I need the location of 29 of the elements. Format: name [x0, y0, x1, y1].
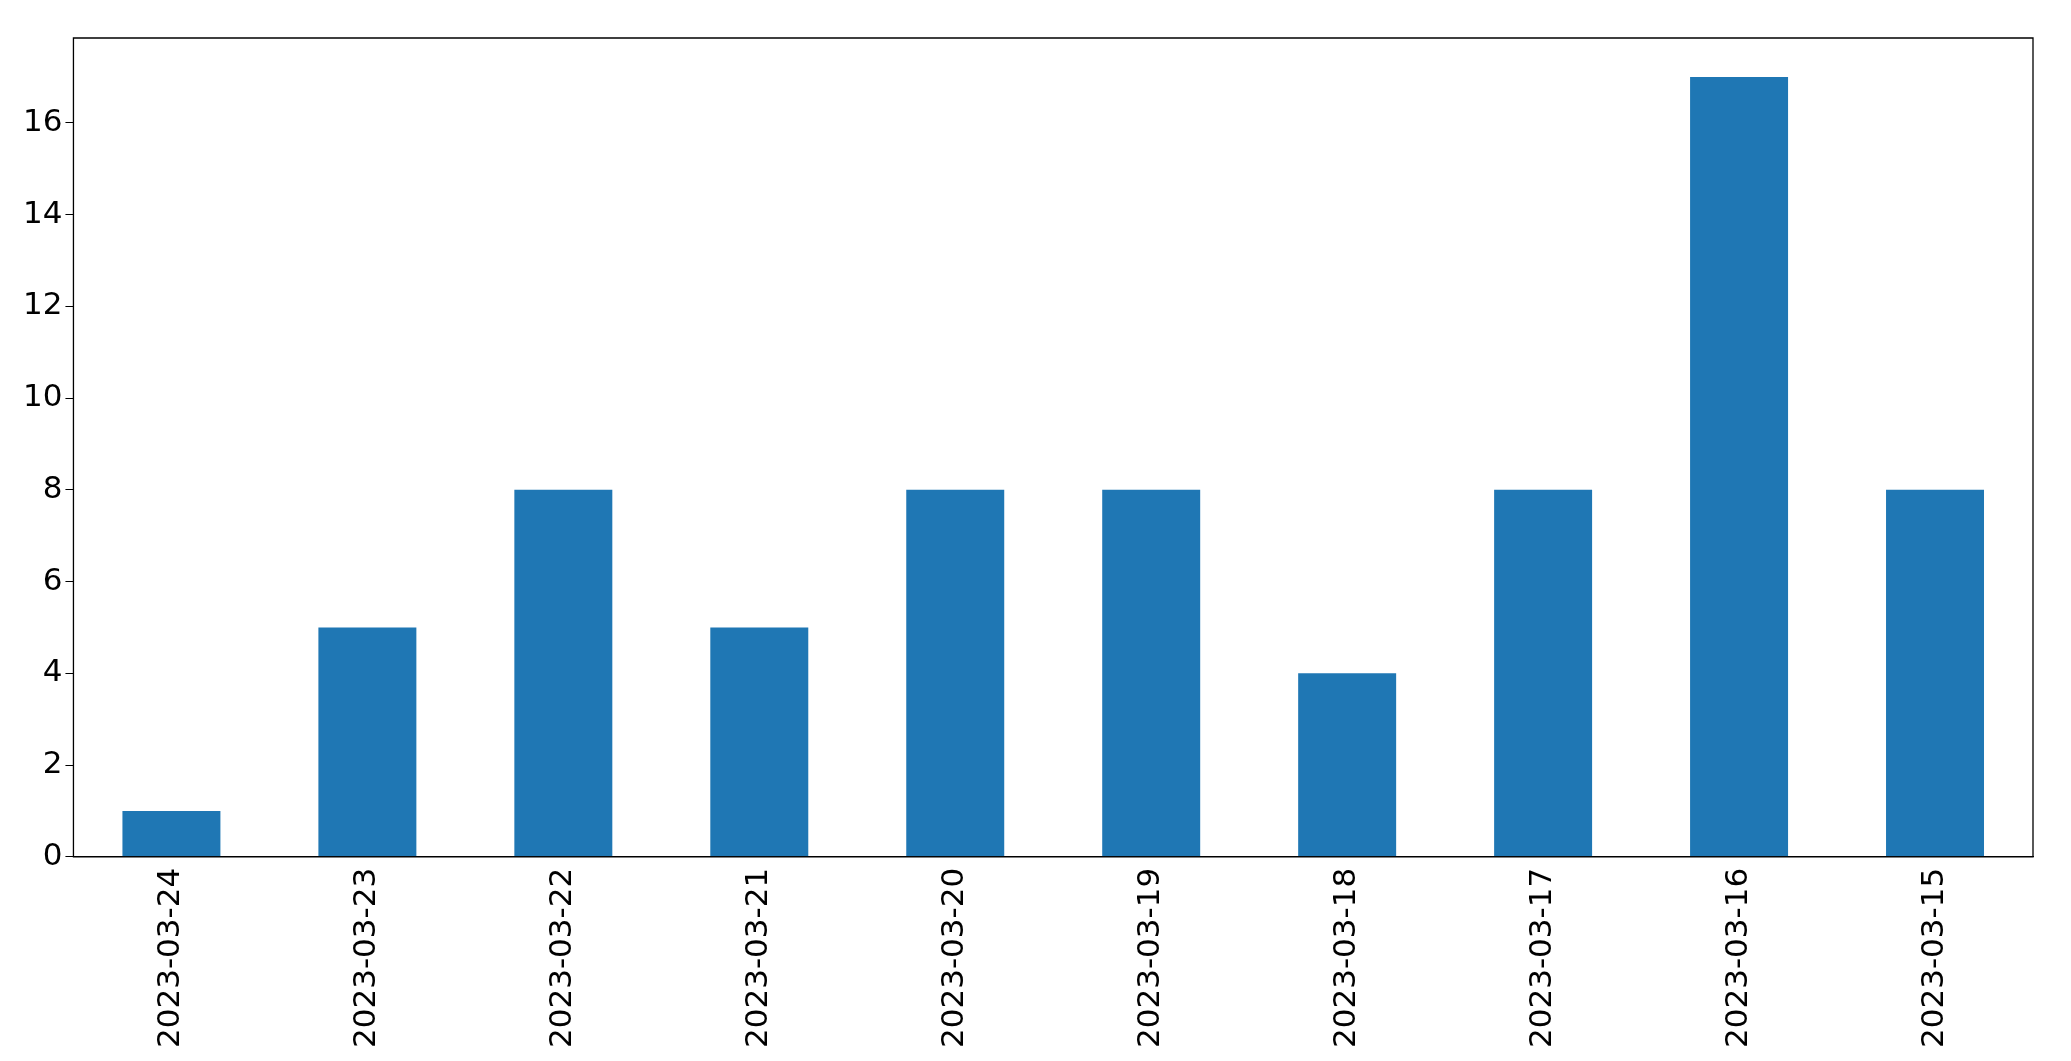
x-tick-label: 2023-03-15	[1914, 867, 1951, 1049]
y-tick-label: 12	[22, 285, 63, 322]
bar	[318, 627, 417, 857]
y-tick-label: 16	[22, 101, 63, 138]
y-tick-label: 0	[42, 835, 63, 872]
bar	[122, 810, 221, 857]
bar	[1690, 76, 1789, 857]
bar	[1298, 673, 1397, 857]
x-tick-label: 2023-03-20	[934, 867, 971, 1049]
bar	[1102, 489, 1201, 857]
y-tick-label: 14	[22, 193, 63, 230]
y-tick-label: 10	[22, 377, 63, 414]
bar	[1494, 489, 1593, 857]
x-tick-label: 2023-03-23	[346, 867, 383, 1049]
bar	[906, 489, 1005, 857]
y-tick-label: 6	[42, 560, 63, 597]
x-tick-label: 2023-03-18	[1326, 867, 1363, 1049]
x-tick-label: 2023-03-19	[1130, 867, 1167, 1049]
x-tick-label: 2023-03-21	[738, 867, 775, 1049]
bar	[710, 627, 809, 857]
y-tick-label: 8	[42, 468, 63, 505]
x-tick-label: 2023-03-17	[1522, 867, 1559, 1049]
bar	[1886, 489, 1985, 857]
x-tick-label: 2023-03-22	[542, 867, 579, 1049]
x-tick-label: 2023-03-24	[150, 867, 187, 1049]
x-tick-label: 2023-03-16	[1718, 867, 1755, 1049]
y-tick-label: 4	[42, 652, 63, 689]
y-tick-label: 2	[42, 744, 63, 781]
bar	[514, 489, 613, 857]
